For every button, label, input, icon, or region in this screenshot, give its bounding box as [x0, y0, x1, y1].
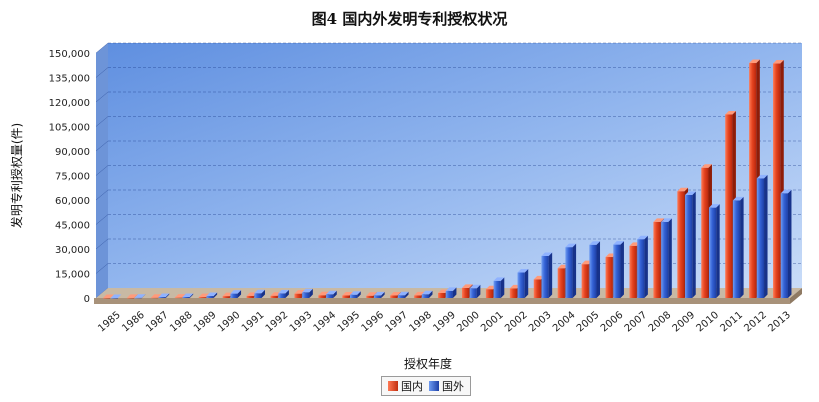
x-tick-label: 2001	[479, 310, 506, 335]
bar-foreign	[637, 236, 648, 298]
bar-foreign	[733, 197, 744, 298]
y-tick-label: 120,000	[49, 98, 90, 109]
y-tick-label: 135,000	[49, 74, 90, 85]
x-tick-label: 1985	[96, 310, 123, 335]
bar-foreign	[589, 241, 600, 298]
x-tick-label: 2010	[695, 310, 722, 335]
legend-swatch-foreign	[429, 381, 439, 391]
x-tick-label: 2013	[766, 310, 793, 335]
x-tick-label: 2009	[671, 310, 698, 335]
y-axis-title: 发明专利授权量(件)	[9, 123, 24, 228]
x-tick-label: 2004	[551, 310, 578, 335]
x-tick-label: 2008	[647, 310, 674, 335]
x-axis-title: 授权年度	[404, 356, 452, 371]
y-tick-label: 75,000	[55, 172, 90, 183]
y-tick-label: 150,000	[49, 49, 90, 60]
x-tick-label: 1995	[336, 310, 363, 335]
bar-foreign	[685, 191, 696, 298]
x-tick-label: 1987	[144, 310, 171, 335]
x-tick-label: 2007	[623, 310, 650, 335]
x-tick-label: 1986	[120, 310, 147, 335]
floor-front	[94, 298, 790, 304]
legend-swatch-domestic	[388, 381, 398, 391]
bar-foreign	[757, 175, 768, 298]
bar-foreign	[518, 269, 529, 298]
x-tick-label: 2011	[718, 310, 745, 335]
legend-item-foreign[interactable]: 国外	[429, 378, 464, 394]
x-tick-label: 1998	[407, 310, 434, 335]
bar-foreign	[565, 244, 576, 298]
bar-foreign	[709, 204, 720, 298]
y-tick-label: 60,000	[55, 196, 90, 207]
chart-legend: 国内 国外	[381, 376, 471, 396]
x-tick-label: 1996	[360, 310, 387, 335]
x-tick-label: 1989	[192, 310, 219, 335]
y-tick-label: 45,000	[55, 221, 90, 232]
x-tick-label: 2006	[599, 310, 626, 335]
x-tick-label: 2005	[575, 310, 602, 335]
x-tick-label: 2002	[503, 310, 530, 335]
y-tick-label: 90,000	[55, 147, 90, 158]
x-tick-label: 1992	[264, 310, 291, 335]
bar-foreign	[613, 241, 624, 298]
x-tick-label: 1991	[240, 310, 267, 335]
bar-foreign	[541, 252, 552, 298]
x-tick-label: 1988	[168, 310, 195, 335]
y-tick-label: 15,000	[55, 270, 90, 281]
legend-label-foreign: 国外	[442, 378, 464, 394]
y-tick-label: 0	[84, 294, 90, 305]
x-tick-label: 1993	[288, 310, 315, 335]
legend-item-domestic[interactable]: 国内	[388, 378, 423, 394]
x-tick-label: 2003	[527, 310, 554, 335]
x-tick-label: 1999	[431, 310, 458, 335]
y-tick-label: 105,000	[49, 123, 90, 134]
x-tick-label: 1994	[312, 310, 339, 335]
x-tick-label: 1997	[383, 310, 410, 335]
x-tick-label: 2000	[455, 310, 482, 335]
y-tick-label: 30,000	[55, 245, 90, 256]
legend-label-domestic: 国内	[401, 378, 423, 394]
bar-foreign	[781, 190, 792, 298]
x-tick-label: 2012	[742, 310, 769, 335]
bar-foreign	[494, 277, 505, 298]
x-tick-label: 1990	[216, 310, 243, 335]
bar-foreign	[661, 218, 672, 298]
bar-foreign	[470, 285, 481, 298]
